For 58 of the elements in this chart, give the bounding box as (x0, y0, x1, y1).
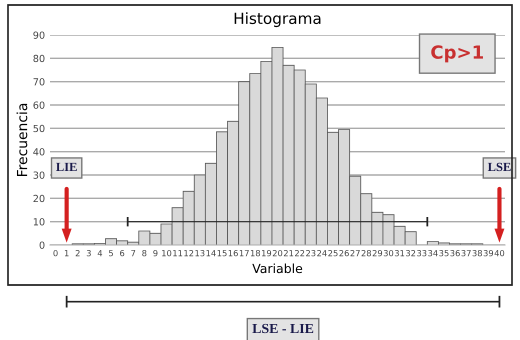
x-tick-label: 3 (86, 250, 91, 256)
x-tick-label: 26 (339, 250, 349, 256)
x-tick-label: 7 (131, 250, 136, 256)
x-tick-label: 34 (428, 250, 438, 256)
x-tick-label: 18 (250, 250, 260, 256)
y-tick-label: 40 (33, 148, 44, 156)
y-tick-label: 60 (33, 101, 44, 109)
y-tick-label: 0 (40, 241, 44, 249)
x-tick-label: 17 (240, 250, 249, 256)
x-tick-label: 37 (461, 250, 471, 256)
x-tick-label: 32 (406, 250, 416, 256)
x-tick-label: 14 (206, 250, 216, 256)
x-tick-label: 23 (306, 250, 316, 256)
x-tick-label: 22 (295, 250, 304, 256)
x-axis-title: Variable (252, 263, 302, 274)
x-tick-label: 31 (394, 250, 404, 256)
x-tick-label: 39 (484, 250, 494, 256)
x-tick-label: 19 (262, 250, 272, 256)
x-tick-label: 2 (76, 250, 80, 256)
y-tick-label: 30 (34, 171, 44, 179)
x-tick-label: 21 (284, 250, 294, 256)
x-tick-label: 13 (195, 250, 204, 256)
x-tick-label: 8 (142, 250, 146, 256)
ref-line-label: LIE (56, 162, 77, 172)
x-tick-label: 15 (218, 250, 227, 256)
y-tick-label: 70 (34, 78, 44, 86)
x-tick-label: 40 (494, 250, 504, 256)
y-tick-label: 80 (33, 54, 44, 62)
x-tick-label: 9 (153, 250, 158, 256)
y-tick-label: 50 (34, 124, 44, 132)
y-tick-label: 90 (33, 31, 44, 39)
x-tick-label: 0 (53, 250, 58, 256)
x-tick-label: 12 (184, 250, 194, 256)
x-tick-label: 29 (372, 250, 382, 256)
x-tick-label: 38 (472, 250, 482, 256)
x-tick-label: 24 (317, 250, 327, 256)
x-tick-label: 33 (417, 250, 426, 256)
x-tick-label: 28 (362, 250, 372, 256)
y-axis-title: Frecuencia (16, 104, 28, 176)
x-tick-label: 30 (384, 250, 394, 256)
x-tick-label: 1 (64, 250, 69, 256)
x-tick-label: 6 (120, 250, 124, 256)
x-tick-label: 5 (109, 250, 113, 256)
x-tick-label: 16 (228, 250, 238, 256)
y-tick-label: 10 (34, 218, 44, 226)
x-tick-label: 27 (350, 250, 360, 256)
annotation: Cp>1 (431, 45, 483, 62)
x-tick-label: 4 (98, 250, 102, 256)
x-tick-label: 11 (173, 250, 182, 256)
x-tick-label: 10 (162, 250, 172, 256)
x-tick-label: 20 (272, 250, 282, 256)
x-tick-label: 35 (439, 250, 449, 256)
ref-line-label: LSE (488, 162, 511, 172)
y-tick-label: 20 (33, 194, 44, 202)
chart-title: Histograma (234, 12, 320, 28)
text: LSE - LIE (252, 324, 314, 334)
x-tick-label: 25 (328, 250, 338, 256)
x-tick-label: 36 (450, 250, 460, 256)
